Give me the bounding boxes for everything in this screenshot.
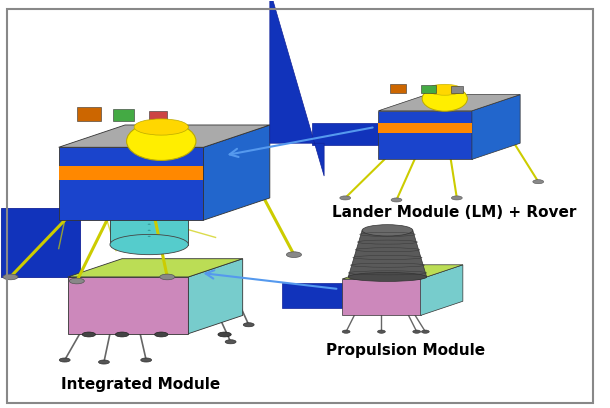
Polygon shape	[68, 277, 188, 334]
Bar	[113, 109, 134, 121]
Ellipse shape	[422, 86, 467, 111]
Ellipse shape	[225, 340, 236, 344]
Ellipse shape	[427, 84, 462, 95]
Ellipse shape	[154, 332, 168, 337]
Ellipse shape	[218, 332, 231, 337]
Polygon shape	[342, 279, 421, 315]
Text: Propulsion Module: Propulsion Module	[326, 343, 485, 358]
Ellipse shape	[134, 119, 188, 135]
Ellipse shape	[243, 323, 254, 327]
Polygon shape	[378, 111, 472, 160]
Ellipse shape	[362, 225, 413, 236]
Polygon shape	[312, 123, 378, 145]
Ellipse shape	[98, 360, 109, 364]
Ellipse shape	[110, 234, 188, 255]
Ellipse shape	[148, 236, 151, 237]
Polygon shape	[188, 259, 243, 334]
Bar	[421, 85, 436, 93]
Polygon shape	[59, 125, 270, 147]
Bar	[390, 84, 406, 93]
Ellipse shape	[82, 332, 96, 337]
Ellipse shape	[422, 330, 429, 333]
Polygon shape	[342, 265, 463, 279]
Ellipse shape	[115, 332, 129, 337]
Ellipse shape	[378, 330, 386, 333]
Text: Integrated Module: Integrated Module	[60, 377, 220, 392]
Ellipse shape	[342, 330, 350, 333]
Polygon shape	[378, 123, 472, 133]
Ellipse shape	[533, 180, 544, 184]
Ellipse shape	[3, 274, 18, 280]
Ellipse shape	[59, 358, 70, 362]
Bar	[77, 107, 101, 121]
Polygon shape	[204, 125, 270, 220]
Ellipse shape	[287, 252, 301, 257]
Ellipse shape	[391, 198, 402, 202]
Polygon shape	[68, 259, 243, 277]
Polygon shape	[378, 95, 520, 111]
Text: Lander Module (LM) + Rover: Lander Module (LM) + Rover	[332, 205, 576, 220]
Ellipse shape	[148, 211, 151, 213]
Bar	[451, 86, 463, 93]
Ellipse shape	[148, 230, 151, 231]
Ellipse shape	[340, 196, 351, 200]
Ellipse shape	[110, 170, 188, 190]
Ellipse shape	[70, 278, 84, 284]
Ellipse shape	[160, 274, 175, 280]
Polygon shape	[1, 208, 80, 277]
Polygon shape	[270, 0, 324, 176]
Polygon shape	[348, 231, 426, 277]
Polygon shape	[421, 265, 463, 315]
Ellipse shape	[451, 196, 462, 200]
Ellipse shape	[141, 358, 152, 362]
Polygon shape	[59, 166, 204, 180]
Ellipse shape	[148, 224, 151, 225]
Polygon shape	[472, 95, 520, 160]
Bar	[149, 111, 167, 123]
Ellipse shape	[126, 122, 196, 160]
Polygon shape	[59, 147, 204, 220]
Polygon shape	[282, 283, 342, 308]
Ellipse shape	[148, 217, 151, 219]
Ellipse shape	[413, 330, 421, 333]
Ellipse shape	[348, 273, 426, 282]
Polygon shape	[110, 180, 188, 244]
